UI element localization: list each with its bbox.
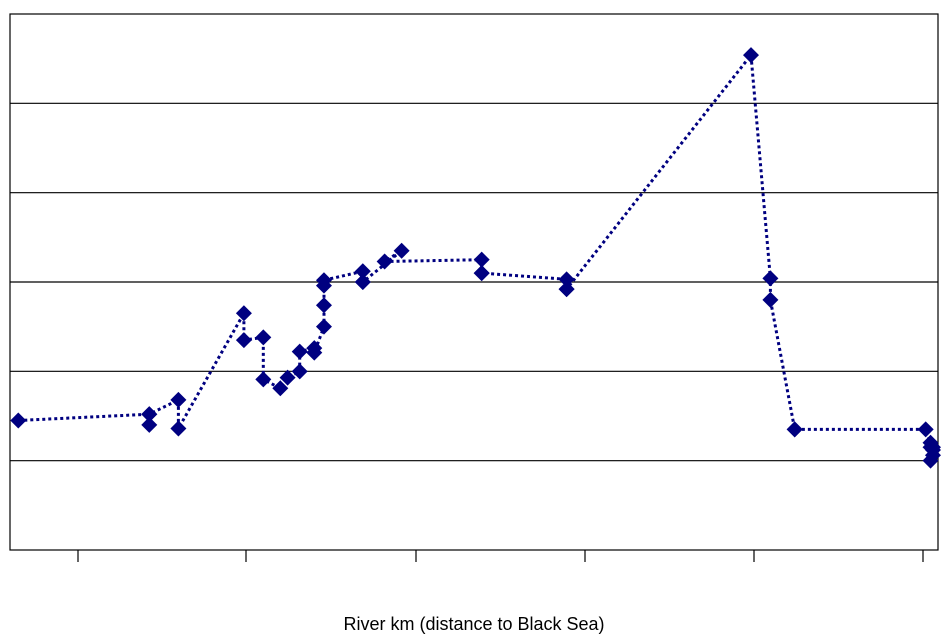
data-point-marker: [786, 421, 803, 438]
data-point-marker: [279, 369, 296, 386]
data-point-marker: [473, 265, 490, 282]
gridlines: [10, 102, 938, 462]
data-point-marker: [762, 270, 779, 287]
data-point-marker: [306, 344, 323, 361]
data-point-marker: [393, 242, 410, 259]
data-point-marker: [743, 47, 760, 64]
data-point-marker: [235, 305, 252, 322]
data-point-marker: [558, 271, 575, 288]
plot-area-frame: [9, 13, 939, 551]
data-point-marker: [762, 291, 779, 308]
data-point-marker: [170, 420, 187, 437]
data-point-marker: [315, 297, 332, 314]
data-point-marker: [376, 253, 393, 270]
data-point-marker: [354, 274, 371, 290]
data-point-marker: [170, 391, 187, 408]
data-point-marker: [924, 439, 941, 456]
data-point-marker: [922, 452, 939, 469]
data-point-marker: [235, 332, 252, 349]
data-point-marker: [315, 318, 332, 335]
data-point-marker: [917, 421, 934, 438]
data-point-marker: [272, 380, 289, 397]
series-line: [18, 51, 935, 462]
series-markers: [10, 47, 941, 469]
data-point-marker: [291, 343, 308, 360]
data-point-marker: [10, 412, 27, 429]
x-axis-ticks: [77, 550, 924, 562]
data-point-marker: [558, 281, 575, 298]
data-point-marker: [291, 363, 308, 380]
data-point-marker: [141, 416, 158, 433]
data-point-marker: [141, 406, 158, 423]
data-point-marker: [354, 263, 371, 280]
x-axis-label: River km (distance to Black Sea): [343, 614, 605, 634]
data-point-marker: [255, 371, 272, 388]
data-point-marker: [315, 272, 332, 289]
data-point-marker: [473, 251, 490, 268]
data-point-marker: [255, 329, 272, 346]
